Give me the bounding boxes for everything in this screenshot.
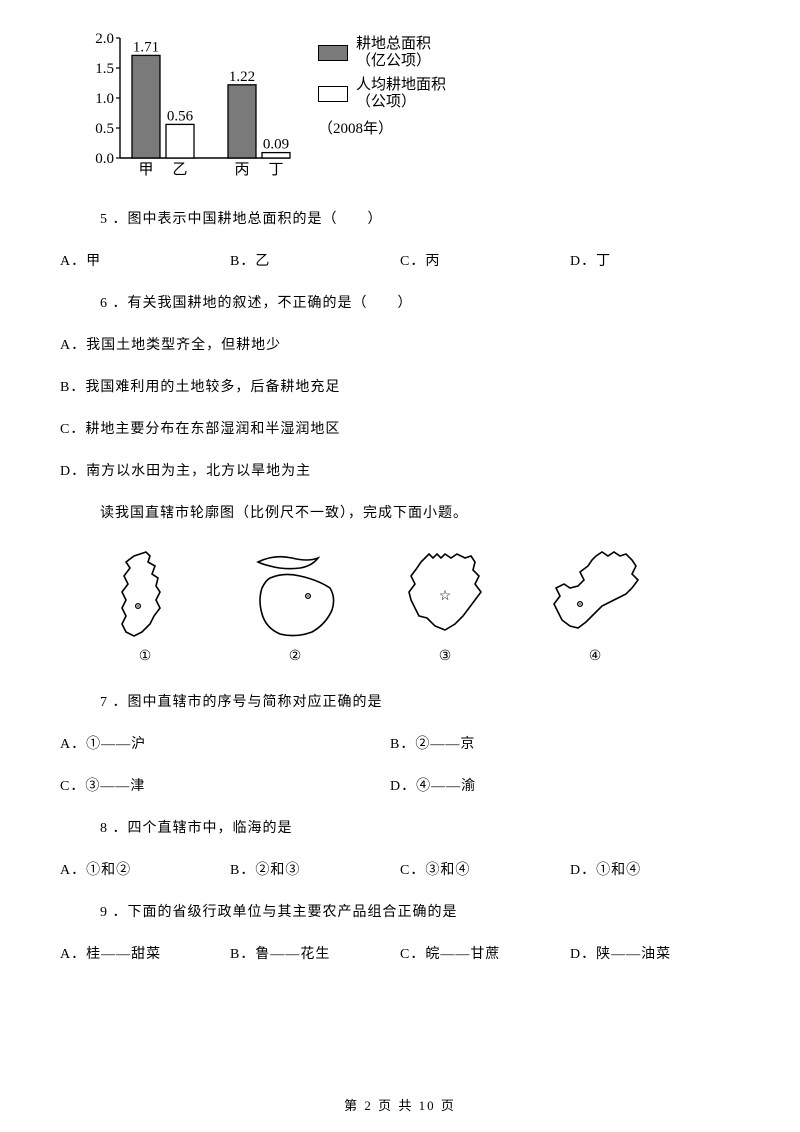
- option-c: C．皖——甘蔗: [400, 943, 570, 963]
- map-outline: [240, 544, 350, 644]
- question-text: ．四个直辖市中，临海的是: [113, 821, 293, 836]
- svg-text:1.0: 1.0: [95, 91, 114, 107]
- svg-text:1.5: 1.5: [95, 61, 114, 77]
- question-text: ．图中表示中国耕地总面积的是（ ）: [113, 212, 383, 227]
- question-number: 8: [100, 821, 108, 837]
- svg-text:丁: 丁: [268, 162, 283, 178]
- svg-text:0.5: 0.5: [95, 121, 114, 137]
- option-d: D．丁: [570, 250, 740, 270]
- svg-text:0.09: 0.09: [263, 137, 289, 153]
- option-a: A．①——沪: [60, 733, 390, 753]
- q6-options: A．我国土地类型齐全，但耕地少 B．我国难利用的土地较多，后备耕地充足 C．耕地…: [60, 334, 740, 480]
- map-1: ①: [90, 544, 200, 665]
- bar-chart: 0.0 0.5 1.0 1.5 2.0 1.71 甲 0.56 乙 1.22 丙 0.09 丁: [80, 30, 300, 180]
- option-b: B．②——京: [390, 733, 720, 753]
- map-label: ①: [90, 648, 200, 665]
- question-text: ．图中直辖市的序号与简称对应正确的是: [113, 695, 383, 710]
- map-outline: [100, 544, 190, 644]
- option-b: B．乙: [230, 250, 400, 270]
- option-a: A．我国土地类型齐全，但耕地少: [60, 334, 740, 354]
- question-5: 5 ．图中表示中国耕地总面积的是（ ）: [100, 208, 740, 228]
- question-8: 8 ．四个直辖市中，临海的是: [100, 817, 740, 837]
- option-b: B．鲁——花生: [230, 943, 400, 963]
- legend-item: 耕地总面积 （亿公项）: [318, 36, 446, 71]
- page-footer: 第 2 页 共 10 页: [0, 1095, 800, 1114]
- map-label: ②: [240, 648, 350, 665]
- maps-intro: 读我国直辖市轮廓图（比例尺不一致），完成下面小题。: [100, 502, 740, 522]
- q5-options: A．甲 B．乙 C．丙 D．丁: [60, 250, 740, 270]
- option-c: C．丙: [400, 250, 570, 270]
- question-text: ．下面的省级行政单位与其主要农产品组合正确的是: [113, 905, 458, 920]
- legend-year: （2008年）: [318, 117, 446, 138]
- chart-wrap: 0.0 0.5 1.0 1.5 2.0 1.71 甲 0.56 乙 1.22 丙 0.09 丁 耕地总面…: [80, 30, 740, 180]
- svg-text:丙: 丙: [234, 162, 249, 178]
- option-c: C．③——津: [60, 775, 390, 795]
- map-4: ④: [540, 544, 650, 665]
- map-outline: ☆: [395, 544, 495, 644]
- option-b: B．②和③: [230, 859, 400, 879]
- question-number: 5: [100, 212, 108, 228]
- map-label: ③: [390, 648, 500, 665]
- q7-options: A．①——沪 B．②——京: [60, 733, 740, 753]
- map-3: ☆ ③: [390, 544, 500, 665]
- q7-options-2: C．③——津 D．④——渝: [60, 775, 740, 795]
- svg-text:乙: 乙: [172, 162, 187, 178]
- map-row: ① ② ☆ ③ ④: [90, 544, 740, 665]
- option-a: A．①和②: [60, 859, 230, 879]
- svg-text:2.0: 2.0: [95, 31, 114, 47]
- option-b: B．我国难利用的土地较多，后备耕地充足: [60, 376, 740, 396]
- option-c: C．③和④: [400, 859, 570, 879]
- map-2: ②: [240, 544, 350, 665]
- chart-legend: 耕地总面积 （亿公项） 人均耕地面积 （公项） （2008年）: [318, 30, 446, 138]
- svg-text:0.0: 0.0: [95, 151, 114, 167]
- option-a: A．桂——甜菜: [60, 943, 230, 963]
- option-d: D．南方以水田为主，北方以旱地为主: [60, 460, 740, 480]
- legend-swatch-filled: [318, 45, 348, 61]
- question-7: 7 ．图中直辖市的序号与简称对应正确的是: [100, 691, 740, 711]
- question-9: 9 ．下面的省级行政单位与其主要农产品组合正确的是: [100, 901, 740, 921]
- svg-text:0.56: 0.56: [167, 108, 194, 124]
- option-d: D．陕——油菜: [570, 943, 740, 963]
- option-a: A．甲: [60, 250, 230, 270]
- svg-text:☆: ☆: [439, 589, 452, 604]
- svg-text:1.22: 1.22: [229, 69, 255, 85]
- option-d: D．④——渝: [390, 775, 720, 795]
- legend-swatch-hollow: [318, 86, 348, 102]
- q9-options: A．桂——甜菜 B．鲁——花生 C．皖——甘蔗 D．陕——油菜: [60, 943, 740, 963]
- question-number: 6: [100, 296, 108, 312]
- legend-item: 人均耕地面积 （公项）: [318, 77, 446, 112]
- question-text: ．有关我国耕地的叙述，不正确的是（ ）: [113, 296, 413, 311]
- map-label: ④: [540, 648, 650, 665]
- question-number: 9: [100, 905, 108, 921]
- svg-text:1.71: 1.71: [133, 39, 159, 55]
- svg-text:甲: 甲: [138, 162, 153, 178]
- q8-options: A．①和② B．②和③ C．③和④ D．①和④: [60, 859, 740, 879]
- chart-region: 0.0 0.5 1.0 1.5 2.0 1.71 甲 0.56 乙 1.22 丙 0.09 丁 耕地总面…: [80, 30, 740, 180]
- option-d: D．①和④: [570, 859, 740, 879]
- legend-text: 人均耕地面积 （公项）: [356, 77, 446, 112]
- option-c: C．耕地主要分布在东部湿润和半湿润地区: [60, 418, 740, 438]
- legend-text: 耕地总面积 （亿公项）: [356, 36, 431, 71]
- question-6: 6 ．有关我国耕地的叙述，不正确的是（ ）: [100, 292, 740, 312]
- question-number: 7: [100, 695, 108, 711]
- map-outline: [540, 544, 650, 644]
